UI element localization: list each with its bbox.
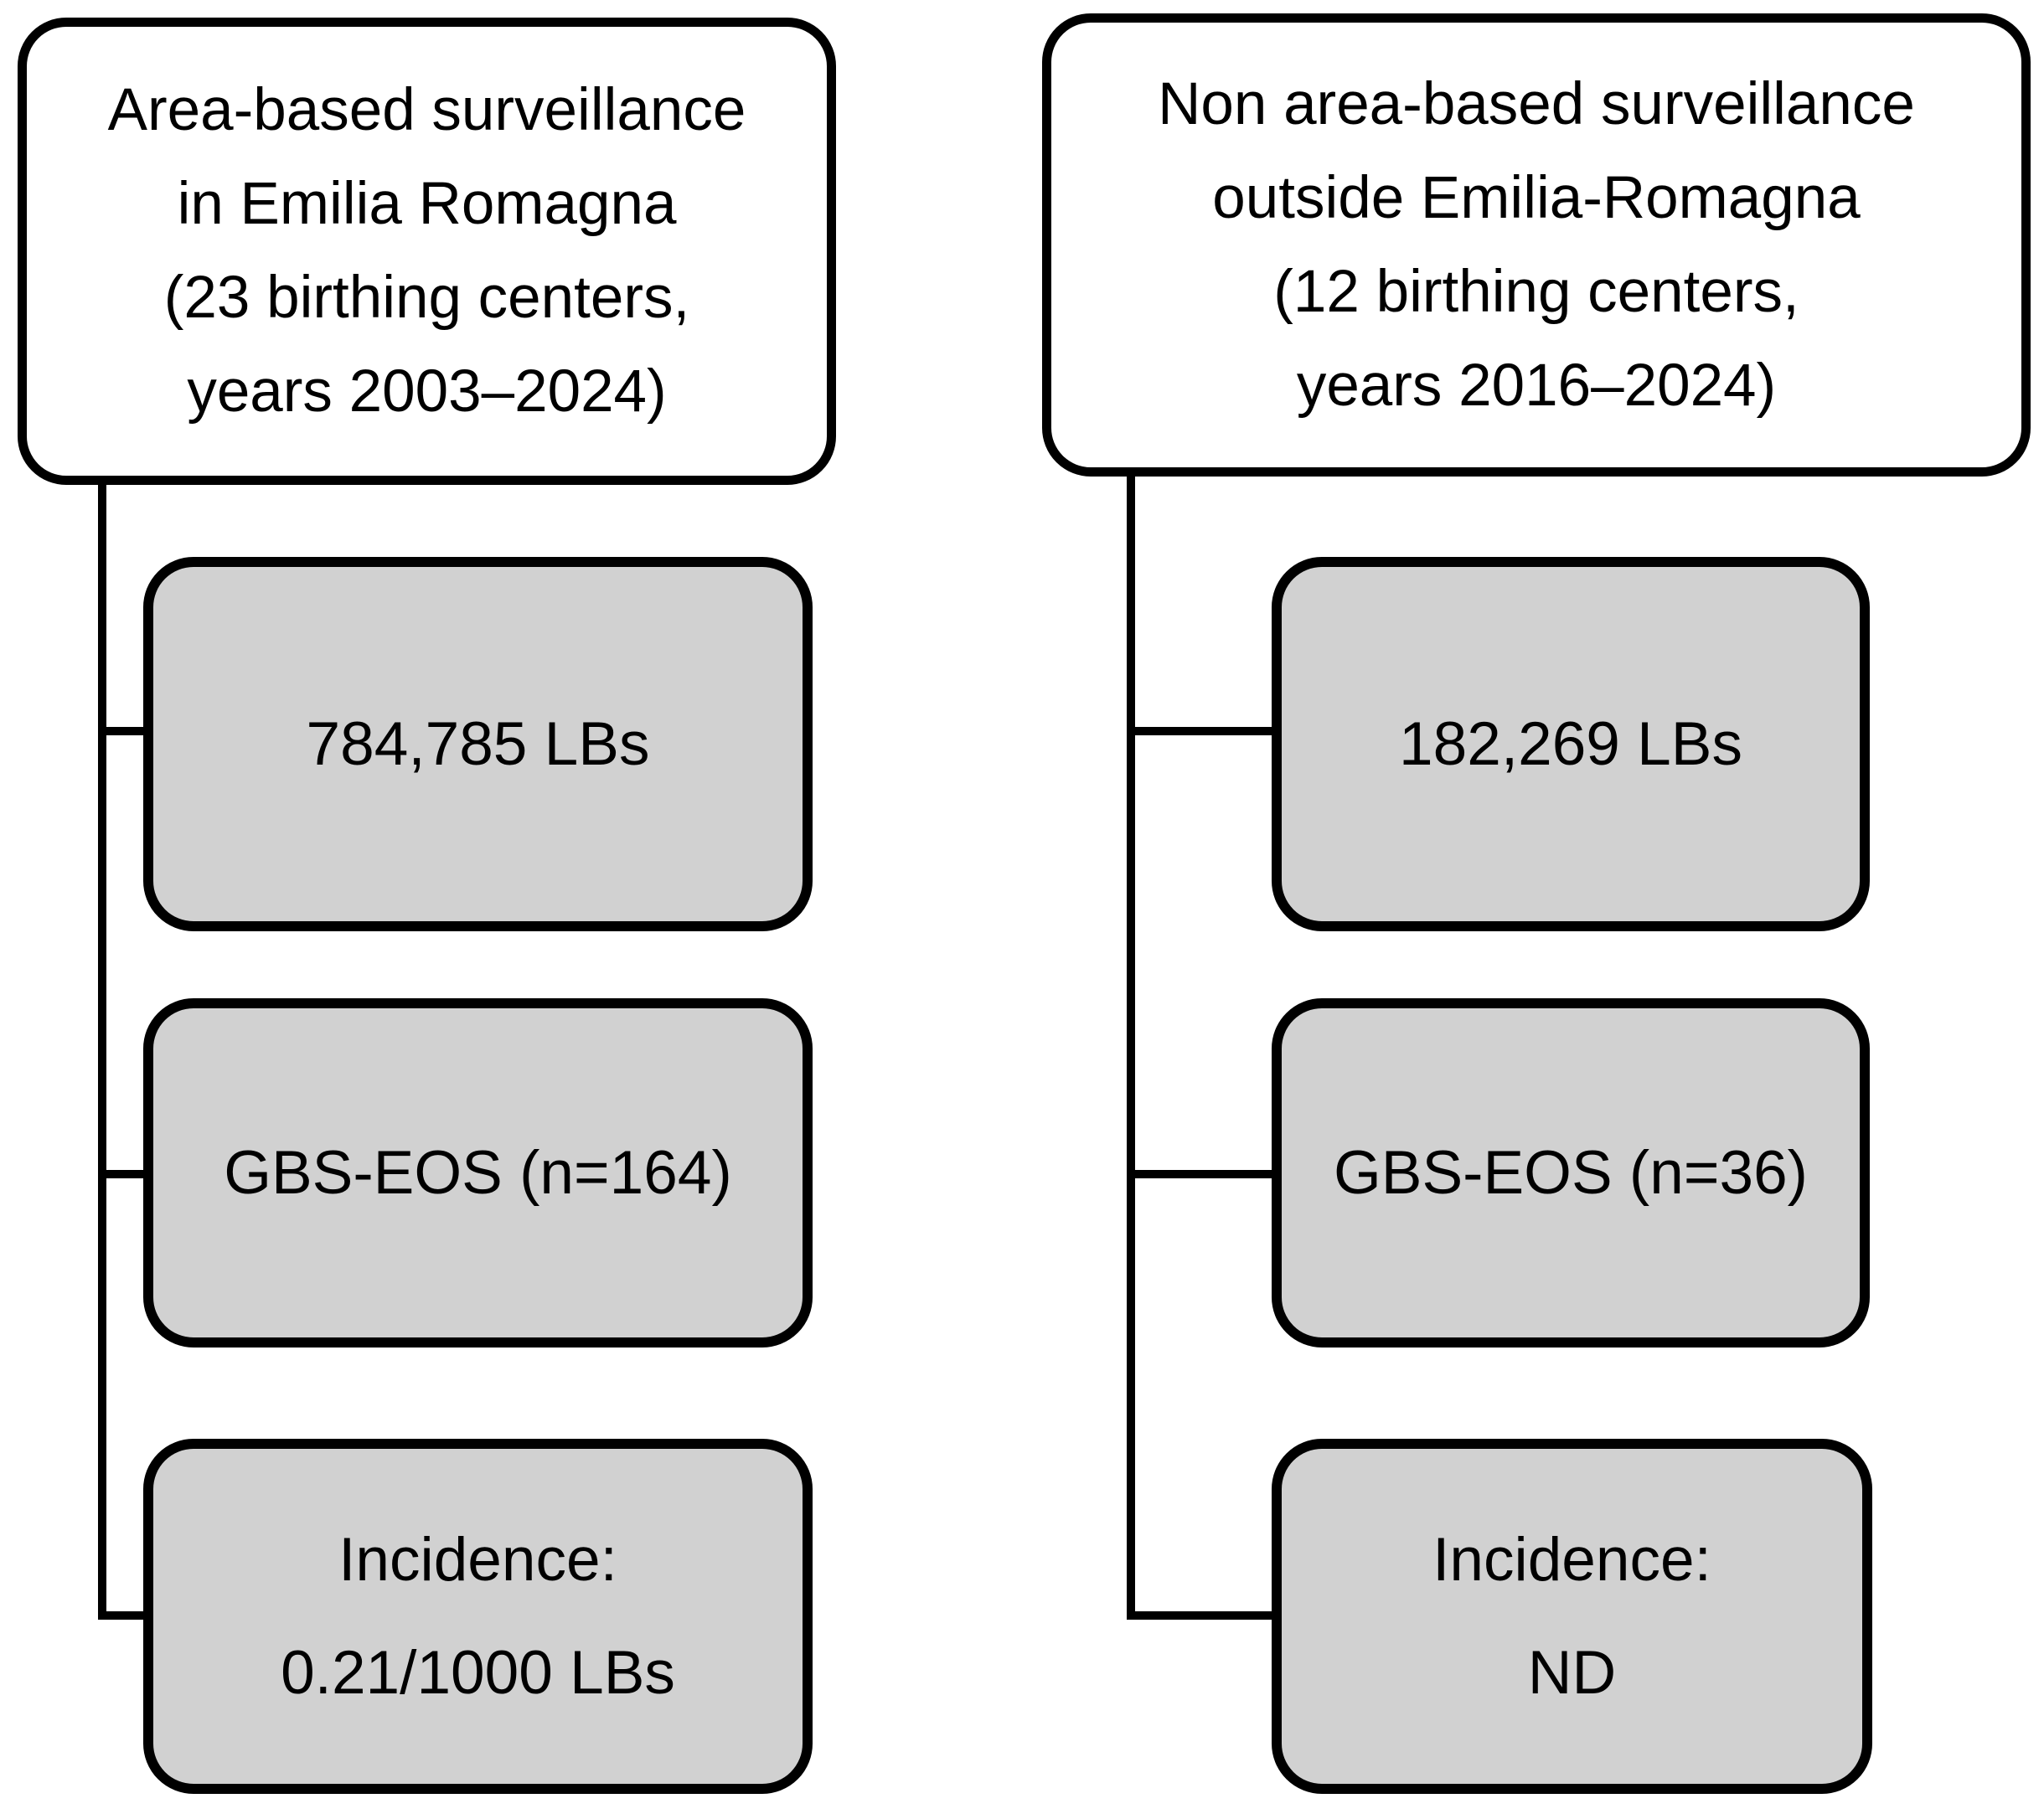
- right-branch-line-2: [1127, 1170, 1278, 1178]
- node-line: 0.21/1000 LBs: [281, 1639, 675, 1707]
- header-box-area-based: Area-based surveillance in Emilia Romagn…: [18, 18, 836, 485]
- node-line: Incidence:: [1432, 1526, 1711, 1594]
- node-line: GBS-EOS (n=36): [1334, 1139, 1808, 1207]
- header-line: years 2003–2024): [187, 358, 667, 425]
- header-line: Area-based surveillance: [107, 77, 746, 143]
- right-node-livebirths: 182,269 LBs: [1272, 557, 1870, 931]
- right-trunk-connector-line: [1127, 477, 1135, 1620]
- node-line: 182,269 LBs: [1399, 710, 1742, 778]
- node-line: ND: [1527, 1639, 1617, 1707]
- right-node-gbs-eos: GBS-EOS (n=36): [1272, 998, 1870, 1348]
- header-line: in Emilia Romagna: [177, 171, 677, 237]
- header-line: (12 birthing centers,: [1273, 258, 1799, 325]
- header-line: years 2016–2024): [1296, 352, 1777, 419]
- right-branch-line-3: [1127, 1611, 1278, 1620]
- header-line: outside Emilia-Romagna: [1212, 164, 1861, 231]
- header-line: (23 birthing centers,: [163, 265, 690, 331]
- header-line: Non area-based surveillance: [1158, 70, 1915, 137]
- left-node-livebirths: 784,785 LBs: [143, 557, 813, 931]
- left-node-incidence: Incidence: 0.21/1000 LBs: [143, 1439, 813, 1794]
- node-line: Incidence:: [338, 1526, 617, 1594]
- node-line: 784,785 LBs: [306, 710, 650, 778]
- node-line: GBS-EOS (n=164): [224, 1139, 732, 1207]
- left-node-gbs-eos: GBS-EOS (n=164): [143, 998, 813, 1348]
- right-node-incidence: Incidence: ND: [1272, 1439, 1872, 1794]
- right-branch-line-1: [1127, 727, 1278, 735]
- left-branch-line-2: [98, 1170, 150, 1178]
- left-trunk-connector-line: [98, 485, 106, 1620]
- header-box-non-area-based: Non area-based surveillance outside Emil…: [1042, 13, 2031, 477]
- left-branch-line-3: [98, 1611, 150, 1620]
- left-branch-line-1: [98, 727, 150, 735]
